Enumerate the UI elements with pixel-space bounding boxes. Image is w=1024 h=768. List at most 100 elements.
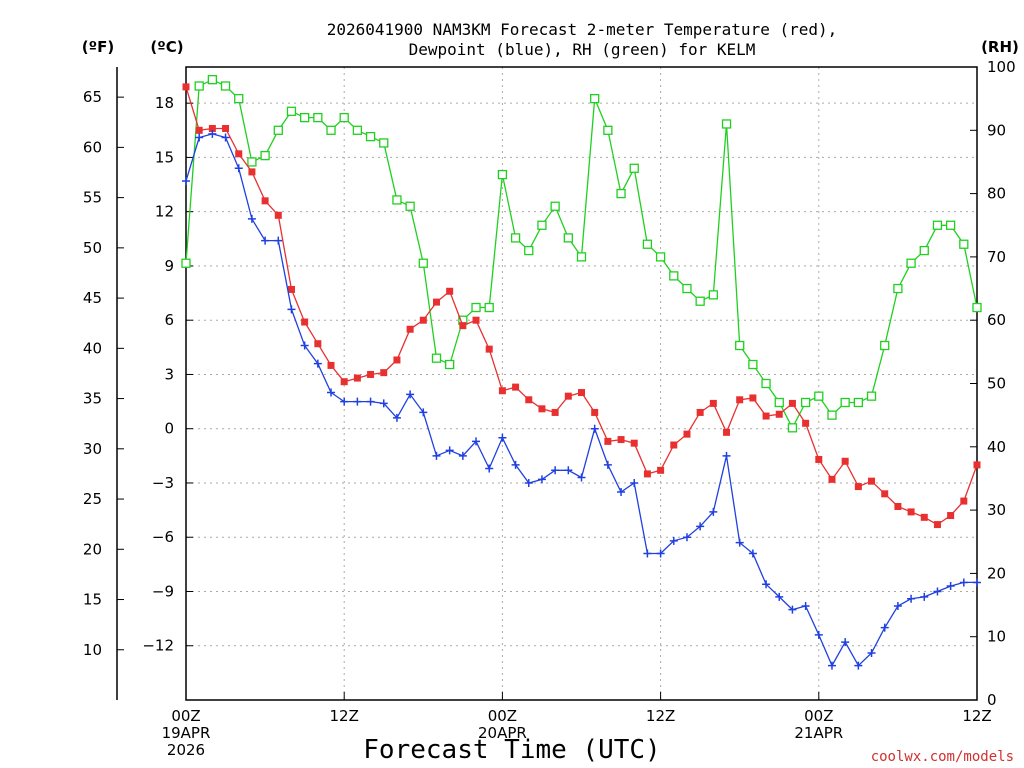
temperature-point-26 [525,396,533,404]
temperature-point-33 [617,436,625,444]
dewpoint-point-6 [261,236,270,245]
rh-point-0 [181,258,191,268]
rh-tick-label-5: 50 [987,375,1006,393]
dewpoint-point-3 [221,133,230,142]
dewpoint-point-25 [511,460,520,469]
f-tick-label-3: 50 [83,239,102,257]
dewpoint-point-59 [959,578,968,587]
temperature-point-52 [868,477,876,485]
rh-point-16 [392,195,402,205]
dewpoint-point-57 [933,587,942,596]
rh-point-38 [682,283,692,294]
temperature-point-53 [881,490,889,498]
dewpoint-point-12 [340,397,349,406]
rh-point-31 [590,94,600,104]
dewpoint-point-17 [406,390,415,399]
rh-point-23 [484,302,494,313]
temperature-point-29 [564,392,572,400]
celsius-axis: 18 15 12 9 6 3 0 −3 −6 −9 −12 [142,94,193,655]
dewpoint-point-28 [551,466,560,475]
temperature-point-25 [512,383,520,391]
rh-point-6 [260,150,270,161]
f-tick-label-10: 15 [83,591,102,609]
dewpoint-point-19 [432,451,441,460]
f-tick-label-9: 20 [83,540,102,558]
temperature-point-54 [894,502,902,510]
dewpoint-point-50 [841,638,850,647]
rh-point-3 [220,81,231,91]
rh-point-36 [655,252,666,262]
rh-point-43 [748,359,758,370]
rh-point-4 [234,94,244,104]
rh-point-45 [774,397,784,408]
dewpoint-point-33 [617,488,626,497]
rh-point-14 [365,131,376,142]
dewpoint-point-35 [643,549,652,558]
rh-point-30 [576,252,587,262]
temperature-point-32 [604,437,612,445]
temperature-point-45 [775,410,783,418]
rh-point-59 [959,239,969,249]
rh-tick-label-2: 80 [987,185,1006,203]
temperature-point-58 [947,512,955,520]
rh-unit-label: (RH) [981,38,1019,56]
temperature-point-22 [472,316,480,324]
dewpoint-point-11 [327,388,336,397]
c-tick-label-5: 3 [164,365,174,383]
rh-point-48 [814,391,824,401]
rh-tick-label-3: 70 [987,248,1006,266]
x-tick-label-4-2: 21APR [794,724,843,742]
temperature-point-24 [498,387,506,395]
temperature-point-9 [301,318,309,326]
temperature-point-39 [696,408,704,416]
f-tick-label-6: 35 [83,390,102,408]
rh-point-15 [379,138,389,148]
rh-point-47 [800,397,811,408]
rh-point-19 [431,353,442,363]
dewpoint-point-51 [854,661,863,670]
rh-tick-label-0: 100 [987,58,1016,76]
temperature-point-15 [380,369,388,377]
dewpoint-point-2 [208,129,217,138]
rh-point-49 [827,410,837,420]
x-tick-label-2-1: 00Z [488,707,517,725]
dewpoint-point-9 [300,341,309,350]
temperature-point-23 [485,345,493,353]
dewpoint-point-14 [366,397,375,406]
rh-tick-label-4: 60 [987,311,1006,329]
c-tick-label-2: 12 [155,203,174,221]
rh-point-32 [603,125,613,135]
rh-point-8 [286,106,297,116]
rh-point-46 [787,423,798,433]
rh-point-51 [853,397,863,408]
dewpoint-point-54 [893,601,902,610]
c-tick-label-6: 0 [164,420,174,438]
temperature-point-28 [551,408,559,416]
f-tick-label-4: 45 [83,289,102,307]
temperature-point-38 [683,430,691,438]
temperature-point-59 [960,497,968,505]
temperature-point-40 [709,399,717,407]
c-tick-label-0: 18 [155,94,174,112]
dewpoint-point-52 [867,648,876,657]
dewpoint-point-7 [274,236,283,245]
rh-point-7 [273,125,283,135]
c-tick-label-9: −9 [152,582,174,600]
temperature-point-1 [195,126,203,134]
rh-point-34 [629,163,639,173]
dewpoint-point-4 [234,164,243,173]
rh-point-20 [445,359,455,370]
rh-point-58 [945,220,956,230]
dewpoint-point-36 [656,549,665,558]
temperature-point-49 [828,475,836,483]
dewpoint-point-5 [247,214,256,223]
fahrenheit-axis: 65 60 55 50 45 40 35 30 25 20 15 10 [83,88,124,659]
rh-point-52 [866,391,877,401]
dewpoint-point-48 [814,630,823,639]
temperature-point-0 [182,83,190,91]
dewpoint-point-15 [379,399,388,408]
temperature-point-36 [657,466,665,474]
rh-point-39 [695,296,705,306]
